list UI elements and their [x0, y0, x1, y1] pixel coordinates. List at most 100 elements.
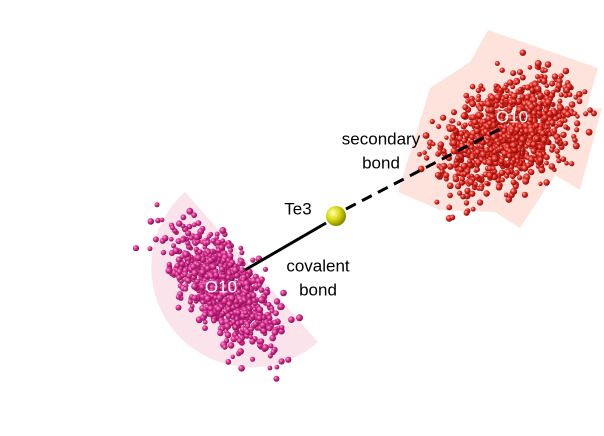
atom-position	[443, 172, 450, 179]
atom-position	[515, 159, 520, 164]
atom-position	[568, 101, 576, 108]
atom-position	[517, 175, 523, 181]
atom-position	[560, 156, 567, 162]
atom-position	[506, 104, 513, 111]
atom-position	[574, 120, 581, 127]
atom-position	[500, 120, 505, 126]
atom-position	[513, 111, 518, 117]
atom-position	[273, 375, 280, 382]
atom-position	[511, 98, 517, 104]
atom-position	[187, 299, 193, 305]
atom-position	[210, 263, 217, 270]
atom-position	[444, 135, 449, 140]
atom-position	[508, 128, 515, 134]
atom-position	[190, 263, 197, 270]
atom-position	[496, 141, 501, 147]
atom-position	[456, 121, 462, 126]
atom-position	[199, 269, 206, 276]
atom-position	[439, 166, 445, 171]
atom-position	[188, 235, 194, 241]
atom-position	[238, 298, 244, 304]
atom-position	[535, 74, 541, 80]
atom-position	[475, 87, 482, 94]
atom-position	[227, 342, 235, 349]
atom-position	[532, 153, 538, 159]
atom-position	[463, 209, 470, 216]
atom-position	[185, 240, 191, 246]
atom-position	[224, 323, 232, 330]
atom-position	[218, 319, 226, 326]
atom-position	[259, 276, 265, 283]
atom-position	[191, 269, 199, 277]
atom-position	[220, 238, 226, 244]
atom-position	[186, 207, 194, 215]
atom-position	[266, 302, 272, 308]
atom-position	[270, 349, 276, 355]
atom-position	[539, 74, 544, 79]
atom-position	[266, 315, 273, 321]
atom-position	[469, 83, 476, 90]
atom-position	[434, 199, 440, 205]
atom-position	[185, 230, 192, 237]
atom-position	[195, 262, 201, 268]
atom-position	[252, 321, 259, 327]
atom-position	[539, 130, 547, 137]
atom-position	[225, 359, 232, 365]
atom-position	[422, 150, 427, 155]
atom-position	[524, 84, 531, 91]
atom-position	[466, 174, 471, 179]
atom-position	[543, 68, 548, 73]
atom-position	[530, 96, 538, 104]
atom-position	[464, 187, 471, 194]
atom-position	[537, 101, 543, 107]
atom-position	[510, 92, 518, 100]
atom-position	[431, 141, 436, 147]
secondary-bond-line	[345, 126, 503, 211]
atom-position	[498, 146, 504, 151]
atom-position	[262, 266, 269, 272]
atom-position	[506, 134, 512, 140]
atom-position	[511, 157, 517, 163]
atom-position	[200, 299, 206, 305]
atom-position	[473, 181, 478, 187]
atom-position	[209, 273, 215, 279]
atom-position	[513, 169, 520, 176]
atom-position	[544, 83, 550, 88]
atom-position	[576, 98, 583, 105]
atom-position	[587, 107, 593, 113]
atom-position	[205, 239, 211, 245]
atom-position	[232, 283, 238, 289]
atom-position	[218, 244, 225, 251]
bond-label: bond	[299, 280, 337, 299]
atom-position	[221, 297, 229, 305]
atom-position	[510, 173, 516, 180]
atom-position	[267, 365, 273, 371]
atom-position	[194, 278, 200, 285]
atom-position	[459, 176, 465, 182]
atom-position	[488, 106, 495, 114]
atom-position	[542, 114, 549, 121]
atom-position	[499, 67, 505, 73]
atom-position	[489, 94, 496, 102]
atom-position	[452, 175, 460, 183]
atom-position	[488, 147, 494, 153]
atom-position	[132, 245, 140, 252]
atom-position	[494, 93, 502, 101]
atom-position	[572, 137, 578, 143]
bond-label: covalent	[286, 256, 350, 275]
atom-position	[485, 100, 492, 108]
atom-position	[474, 149, 481, 155]
atom-position	[248, 334, 253, 340]
atom-position	[514, 79, 520, 85]
atom-position	[230, 354, 235, 359]
atom-position	[486, 159, 493, 167]
atom-position	[502, 85, 508, 91]
atom-position	[462, 122, 468, 128]
atom-position	[179, 261, 185, 267]
atom-position	[515, 135, 520, 140]
atom-position	[261, 344, 269, 352]
atom-position	[549, 80, 556, 87]
atom-position	[215, 305, 222, 313]
atom-position	[220, 310, 226, 316]
atom-position	[585, 128, 593, 136]
